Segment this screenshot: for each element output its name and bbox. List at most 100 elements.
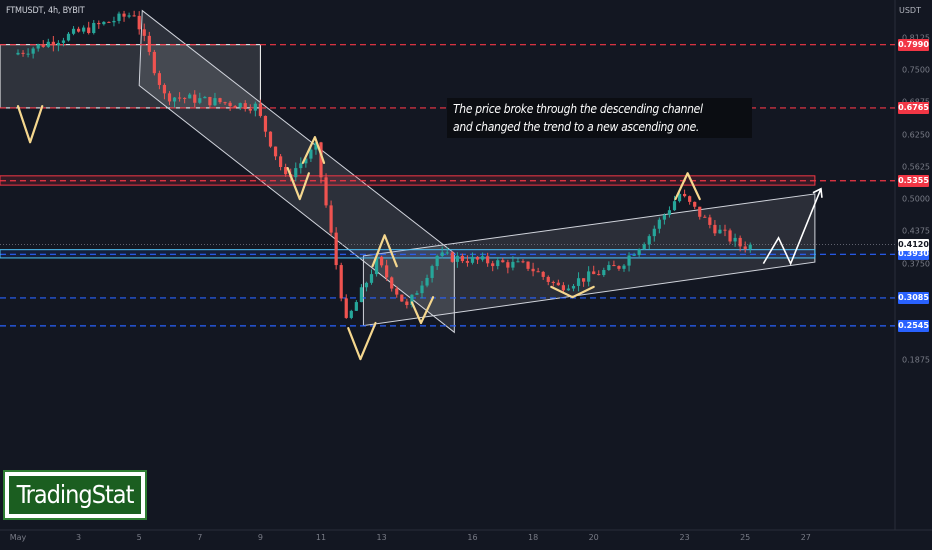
candle-body: [425, 277, 429, 286]
x-tick-label: 9: [257, 533, 263, 542]
candle-body: [304, 158, 308, 164]
candle-body: [516, 261, 520, 263]
candle-body: [486, 256, 490, 264]
ascending-channel: [362, 193, 816, 327]
candle-body: [420, 285, 424, 294]
candle-body: [677, 193, 682, 202]
candle-body: [66, 33, 71, 41]
candle-body: [541, 271, 545, 277]
candle-body: [253, 103, 257, 111]
candle-body: [354, 302, 358, 311]
candle-body: [440, 252, 444, 256]
candle-body: [657, 219, 661, 229]
candle-body: [41, 44, 45, 47]
y-tick-label: 0.5000: [902, 194, 930, 204]
candle-body: [238, 103, 242, 108]
candle-body: [162, 84, 167, 94]
candle-body: [157, 73, 161, 85]
x-tick-label: 11: [315, 533, 327, 542]
candle-body: [122, 13, 126, 17]
candle-body: [637, 249, 641, 255]
logo-text: TradingStat: [9, 476, 141, 514]
consolidation-box: [0, 44, 261, 109]
y-tick-label: 0.3750: [902, 259, 930, 269]
analysis-note: The price broke through the descending c…: [447, 98, 752, 138]
candle-body: [92, 22, 96, 33]
candle-body: [26, 53, 30, 55]
tradingstat-logo: TradingStat: [3, 470, 147, 520]
candle-body: [410, 294, 414, 306]
annotation-dip-5: [550, 285, 595, 299]
candle-body: [506, 262, 510, 268]
price-tag-support: 0.3930: [898, 248, 929, 261]
candle-body: [294, 168, 298, 178]
y-tick-label: 0.8125: [902, 33, 930, 42]
x-tick-label: 16: [467, 533, 478, 542]
candle-body: [359, 287, 363, 303]
projection-path: [762, 188, 822, 266]
x-tick-label: 18: [528, 533, 539, 542]
candle-body: [107, 21, 111, 23]
candle-body: [395, 288, 399, 295]
annotation-dip-1: [16, 105, 44, 144]
candle-body: [178, 97, 182, 99]
candle-body: [284, 166, 288, 175]
candle-body: [450, 252, 454, 262]
note-line-2: and changed the trend to a new ascending…: [453, 120, 700, 134]
candle-body: [172, 97, 177, 102]
candle-body: [87, 27, 91, 33]
candle-body: [672, 201, 677, 211]
candle-body: [733, 237, 737, 242]
candle-body: [263, 115, 268, 132]
candle-body: [208, 96, 212, 106]
candle-body: [349, 310, 353, 318]
candle-body: [314, 142, 318, 150]
price-tag-support: 0.2545: [898, 319, 929, 332]
price-tag-resistance: 0.6765: [898, 101, 929, 114]
annotation-peak-1: [301, 136, 326, 165]
candle-body: [582, 278, 586, 282]
candle-body: [61, 40, 66, 43]
candle-body: [693, 201, 697, 207]
candle-body: [667, 210, 672, 215]
y-tick-label: 0.5625: [902, 162, 930, 172]
candle-body: [344, 298, 348, 318]
candle-body: [592, 271, 596, 275]
support-zone: [0, 249, 816, 259]
y-tick-label: 0.1875: [902, 355, 930, 365]
candle-body: [400, 294, 404, 302]
candle-body: [662, 214, 666, 220]
candle-body: [132, 15, 136, 17]
candle-body: [415, 293, 419, 295]
candle-body: [273, 146, 278, 157]
candle-body: [142, 29, 146, 36]
candle-body: [561, 285, 565, 291]
candle-body: [496, 260, 500, 267]
candle-body: [380, 256, 384, 266]
candle-body: [369, 274, 374, 283]
candle-body: [475, 256, 480, 260]
x-tick-label: 13: [376, 533, 387, 542]
annotation-dip-2: [286, 166, 310, 201]
candle-body: [647, 236, 651, 245]
candle-body: [188, 94, 192, 99]
candle-body: [642, 244, 646, 250]
candle-body: [117, 13, 121, 21]
candle-body: [319, 142, 323, 178]
candle-body: [364, 282, 369, 288]
y-tick-label: 0.7500: [902, 65, 930, 75]
candle-body: [329, 205, 333, 233]
candle-body: [481, 256, 485, 260]
y-tick-label: 0.6250: [902, 130, 930, 140]
resistance-zone: [0, 175, 816, 186]
x-tick-label: 27: [800, 533, 811, 542]
candle-body: [21, 52, 25, 54]
annotation-peak-2: [371, 234, 398, 268]
currency-label: USDT: [899, 6, 921, 15]
candle-body: [213, 98, 217, 106]
candle-body: [82, 27, 86, 32]
candle-body: [536, 271, 540, 273]
x-tick-label: 7: [197, 533, 203, 542]
